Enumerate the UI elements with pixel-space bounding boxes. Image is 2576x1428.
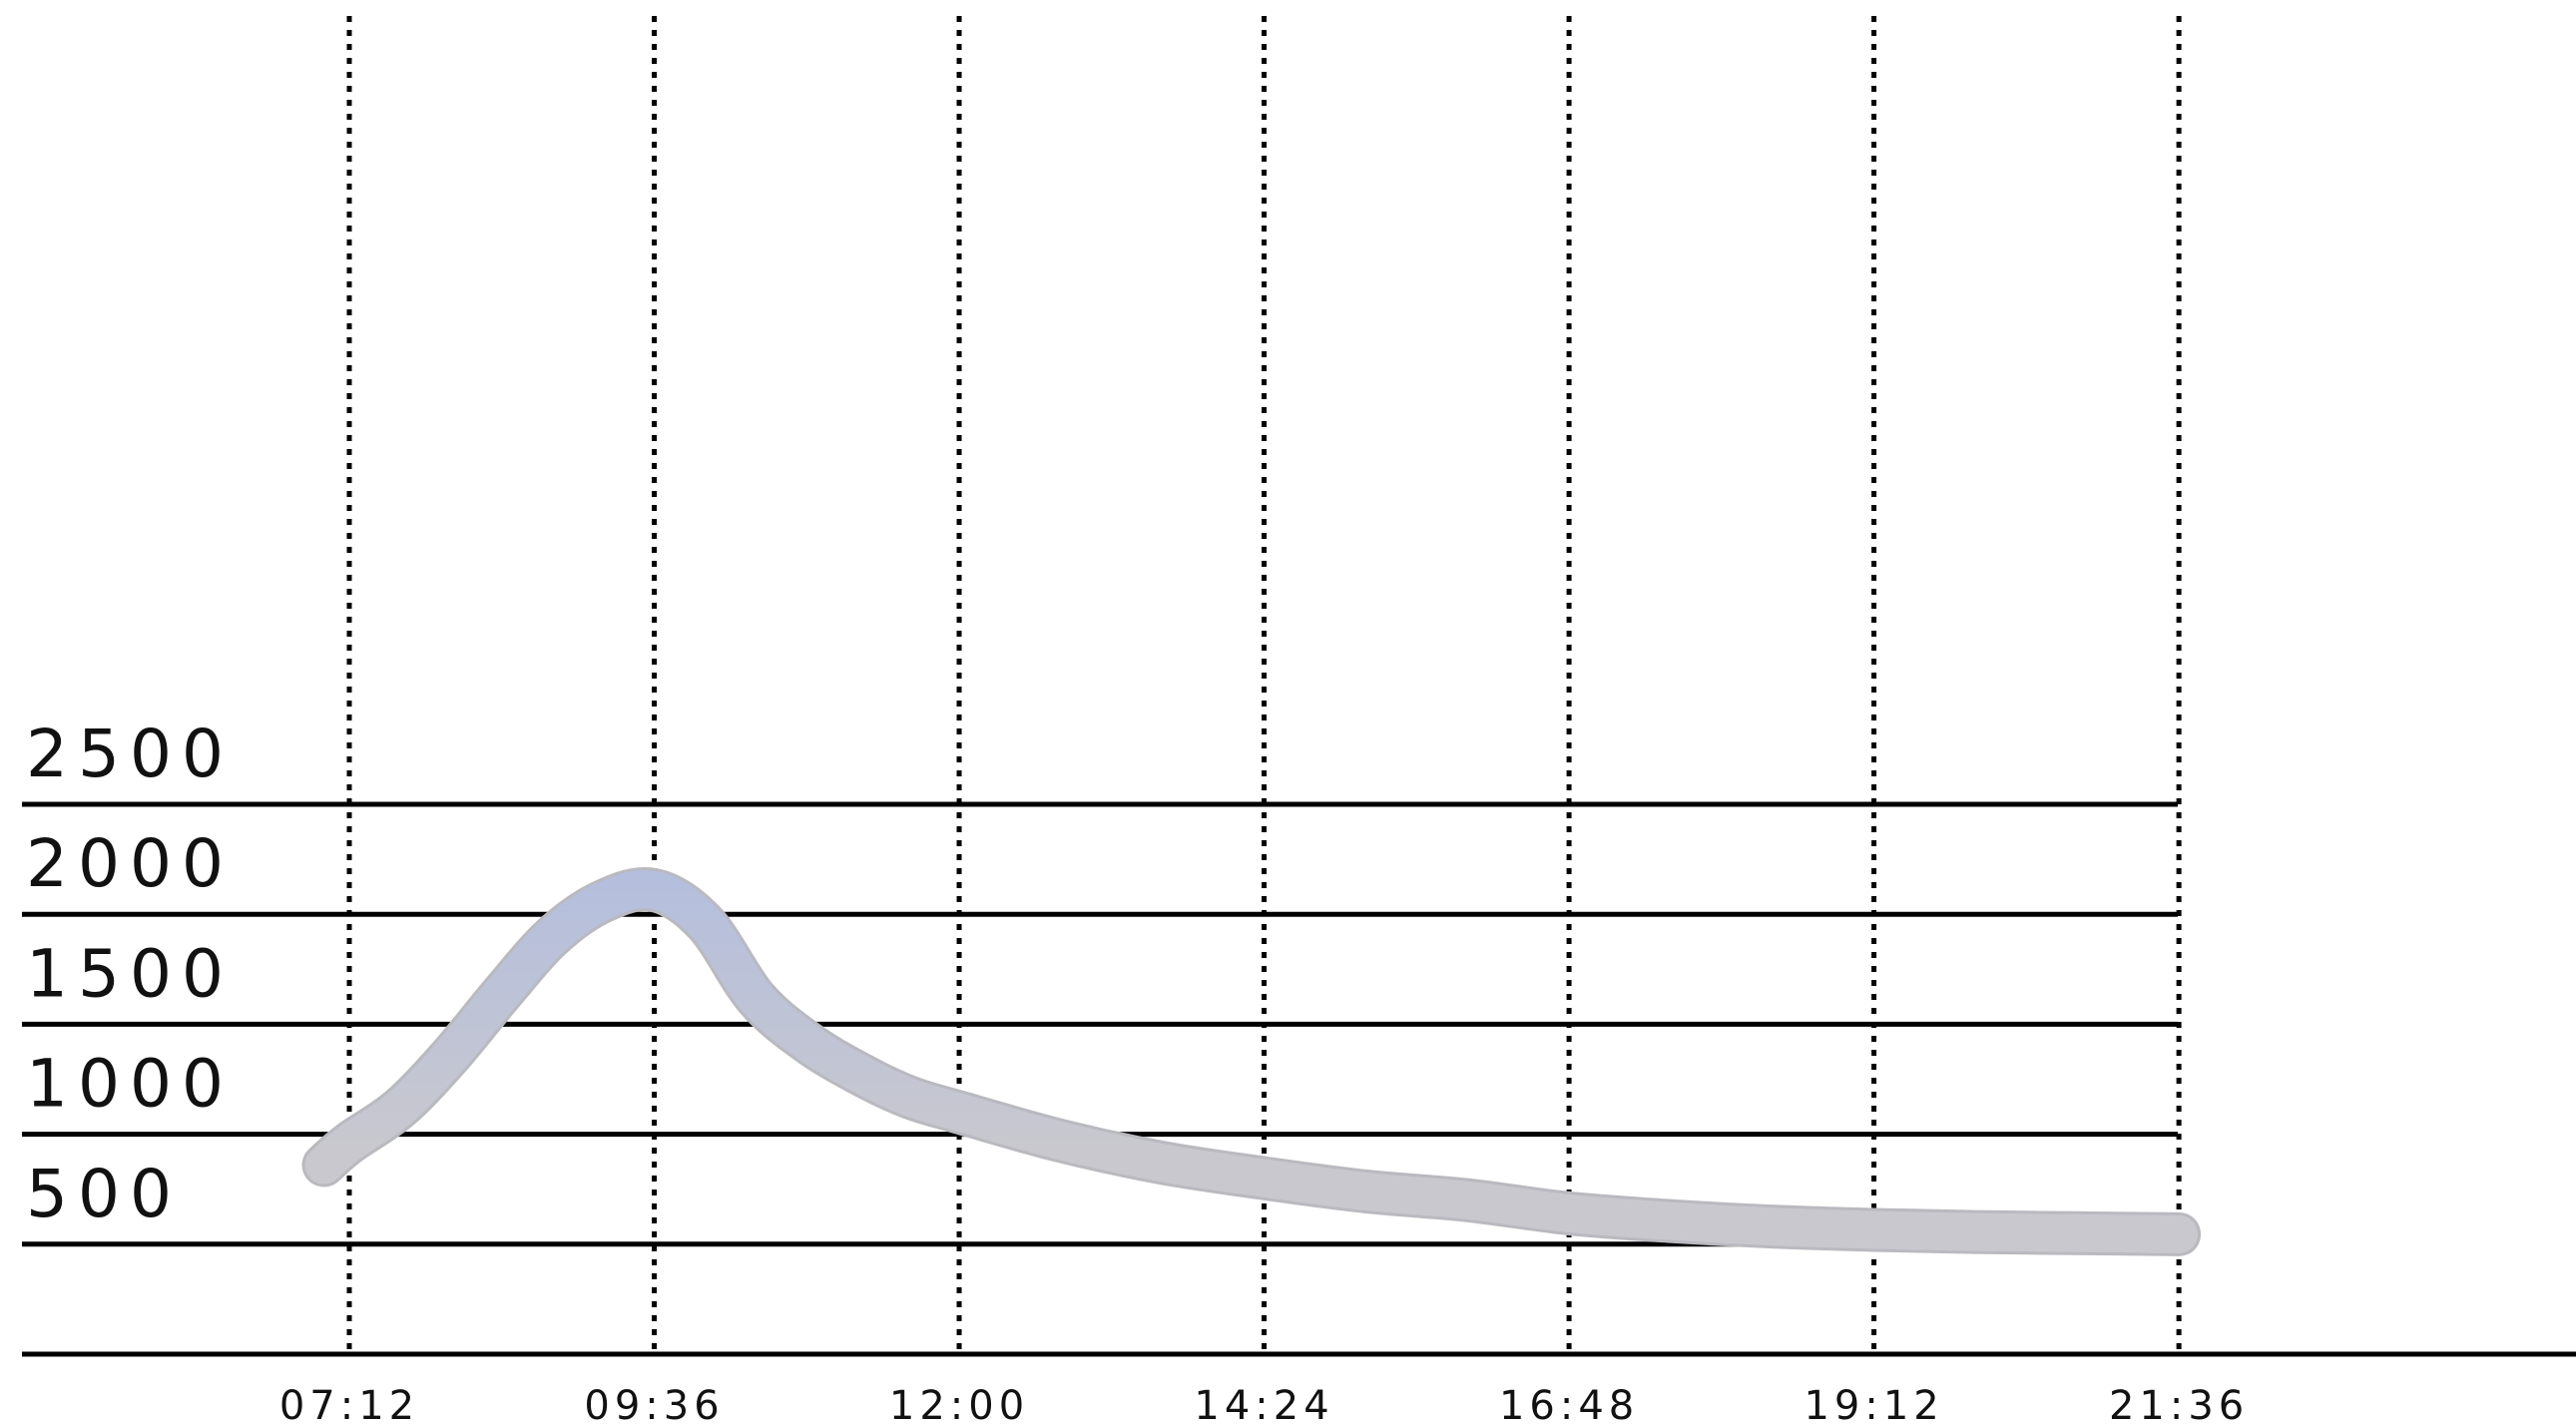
x-tick-labels: 07:12 09:36 12:00 14:24 16:48 19:12 21:36	[279, 1383, 2249, 1428]
series-line	[304, 870, 2199, 1253]
horizontal-gridlines	[22, 801, 2178, 1247]
y-tick-label: 500	[26, 1156, 182, 1232]
x-tick-label: 14:24	[1194, 1383, 1333, 1428]
x-tick-label: 07:12	[279, 1383, 419, 1428]
x-tick-label: 21:36	[2109, 1383, 2249, 1428]
vertical-gridlines	[346, 16, 2182, 1354]
y-tick-label: 2500	[26, 715, 234, 792]
series-group	[301, 867, 2202, 1256]
y-tick-labels: 2500 2000 1500 1000 500	[26, 715, 234, 1232]
x-tick-label: 12:00	[889, 1383, 1029, 1428]
x-tick-label: 16:48	[1499, 1383, 1639, 1428]
x-tick-label: 19:12	[1803, 1383, 1943, 1428]
y-tick-label: 2000	[26, 825, 234, 902]
y-tick-label: 1500	[26, 935, 234, 1012]
y-tick-label: 1000	[26, 1046, 234, 1123]
x-tick-label: 09:36	[584, 1383, 724, 1428]
